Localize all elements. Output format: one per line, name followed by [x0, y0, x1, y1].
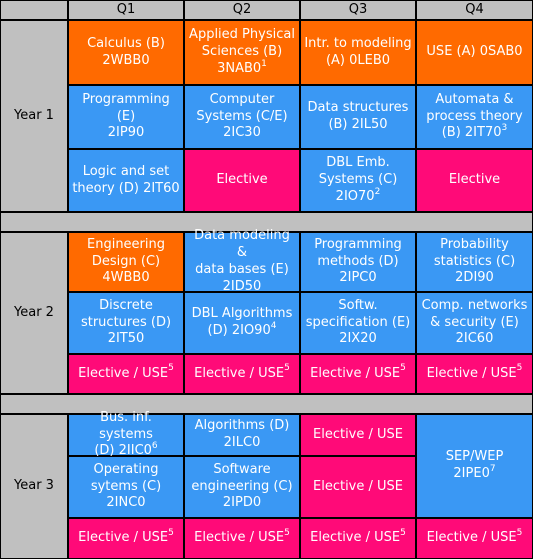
year-1-label: Year 1 — [1, 21, 67, 211]
course-label: Elective / USE5 — [426, 363, 523, 381]
footnote-marker: 5 — [516, 363, 523, 374]
course-cell-y2-q3-r1: Programming methods (D) 2IPC0 — [301, 233, 415, 291]
course-cell-y1-q2-r2: Computer Systems (C/E) 2IC30 — [185, 86, 299, 148]
course-label: Programming methods (D) 2IPC0 — [314, 236, 402, 286]
course-label: Elective — [216, 172, 268, 188]
course-cell-y1-q1-r1: Calculus (B) 2WBB0 — [69, 21, 183, 84]
course-label: Algorithms (D) 2ILC0 — [194, 418, 290, 450]
course-cell-y1-q2-r1: Applied Physical Sciences (B) 3NAB01 — [185, 21, 299, 84]
course-label: Elective / USE5 — [310, 363, 406, 381]
header-q4: Q4 — [417, 1, 532, 19]
course-label: Data structures (B) 2IL50 — [307, 100, 409, 132]
footnote-marker: 5 — [168, 363, 174, 374]
course-label: Logic and set theory (D) 2IT60 — [72, 163, 180, 196]
course-label: Elective / USE5 — [310, 527, 406, 546]
course-cell-y3-q3-r1: Elective / USE — [301, 415, 415, 455]
course-label: Applied Physical Sciences (B) 3NAB01 — [189, 27, 295, 76]
course-cell-y1-q3-r2: Data structures (B) 2IL50 — [301, 86, 415, 148]
footnote-marker: 5 — [400, 363, 406, 374]
course-label: Discrete structures (D) 2IT50 — [80, 297, 172, 347]
header-q1: Q1 — [69, 1, 183, 19]
course-cell-y1-q2-r3: Elective — [185, 150, 299, 211]
course-cell-y1-q3-r3: DBL Emb. Systems (C) 2IO702 — [301, 150, 415, 211]
footnote-marker: 2 — [374, 186, 381, 197]
course-label: Computer Systems (C/E) 2IC30 — [196, 91, 288, 141]
course-cell-y2-q1-r2: Discrete structures (D) 2IT50 — [69, 293, 183, 353]
course-cell-y2-q3-r2: Softw. specification (E) 2IX20 — [301, 293, 415, 353]
header-corner — [1, 1, 67, 19]
footnote-marker: 5 — [284, 527, 290, 538]
course-cell-y1-q4-r3: Elective — [417, 150, 532, 211]
course-label: Elective / USE5 — [194, 363, 290, 381]
course-label: Bus. inf. systems (D) 2IIC06 — [94, 409, 158, 459]
course-cell-y2-q4-r1: Probability statistics (C) 2DI90 — [417, 233, 532, 291]
course-label: Intr. to modeling (A) 0LEB0 — [304, 35, 412, 68]
course-label: DBL Emb. Systems (C) 2IO702 — [318, 155, 398, 204]
course-cell-y3-q2-r3: Elective / USE5 — [185, 519, 299, 558]
course-label: Elective / USE5 — [78, 527, 174, 546]
course-label: Elective / USE — [313, 426, 403, 442]
course-cell-y1-q1-r3: Logic and set theory (D) 2IT60 — [69, 150, 183, 211]
course-label: Elective / USE5 — [78, 363, 174, 381]
course-label: Elective / USE5 — [426, 527, 523, 546]
course-cell-y3-q1-r2: Operating sytems (C) 2INC0 — [69, 457, 183, 517]
course-cell-y3-q4-r3: Elective / USE5 — [417, 519, 532, 558]
header-q3: Q3 — [301, 1, 415, 19]
footnote-marker: 4 — [270, 320, 277, 331]
course-cell-y3-q2-r2: Software engineering (C) 2IPD0 — [185, 457, 299, 517]
spacer-row-2 — [1, 395, 532, 413]
year-3-label: Year 3 — [1, 415, 67, 558]
footnote-marker: 5 — [400, 527, 406, 538]
course-cell-y3-q3-r2: Elective / USE — [301, 457, 415, 517]
course-cell-y1-q3-r1: Intr. to modeling (A) 0LEB0 — [301, 21, 415, 84]
course-label: SEP/WEP 2IPE07 — [445, 449, 504, 481]
course-cell-y3-q3-r3: Elective / USE5 — [301, 519, 415, 558]
course-label: Automata & process theory (B) 2IT703 — [426, 91, 523, 141]
course-cell-y2-q3-r3: Elective / USE5 — [301, 355, 415, 393]
course-cell-y3-q1-r3: Elective / USE5 — [69, 519, 183, 558]
course-cell-y1-q4-r1: USE (A) 0SAB0 — [417, 21, 532, 84]
course-label: Software engineering (C) 2IPD0 — [191, 461, 293, 511]
course-label: Elective / USE — [313, 478, 403, 494]
course-cell-y2-q1-r1: Engineering Design (C) 4WBB0 — [69, 233, 183, 291]
course-label: Comp. networks & security (E) 2IC60 — [421, 297, 528, 347]
course-label: Programming (E) 2IP90 — [82, 91, 170, 141]
footnote-marker: 1 — [261, 58, 267, 69]
footnote-marker: 6 — [151, 441, 158, 452]
course-label: Operating sytems (C) 2INC0 — [90, 461, 162, 511]
footnote-marker: 5 — [516, 527, 523, 538]
course-label: USE (A) 0SAB0 — [426, 44, 523, 60]
course-label: Probability statistics (C) 2DI90 — [433, 236, 516, 286]
course-cell-y3-q4-r12: SEP/WEP 2IPE07 — [417, 415, 532, 517]
course-label: Calculus (B) 2WBB0 — [87, 35, 165, 68]
footnote-marker: 7 — [489, 463, 496, 474]
header-q2: Q2 — [185, 1, 299, 19]
course-cell-y2-q2-r1: Data modeling & data bases (E) 2ID50 — [185, 228, 299, 294]
footnote-marker: 5 — [168, 527, 174, 538]
footnote-marker: 3 — [501, 123, 508, 134]
course-label: Data modeling & data bases (E) 2ID50 — [194, 228, 290, 294]
year-2-label: Year 2 — [1, 233, 67, 393]
course-label: Engineering Design (C) 4WBB0 — [87, 236, 165, 286]
course-label: Elective — [448, 172, 501, 188]
spacer-row-1 — [1, 213, 532, 231]
course-cell-y2-q1-r3: Elective / USE5 — [69, 355, 183, 393]
course-cell-y2-q4-r3: Elective / USE5 — [417, 355, 532, 393]
course-cell-y1-q4-r2: Automata & process theory (B) 2IT703 — [417, 86, 532, 148]
course-cell-y2-q2-r3: Elective / USE5 — [185, 355, 299, 393]
course-cell-y3-q1-r1: Bus. inf. systems (D) 2IIC06 — [69, 410, 183, 458]
course-label: Elective / USE5 — [194, 527, 290, 546]
course-cell-y3-q2-r1: Algorithms (D) 2ILC0 — [185, 415, 299, 455]
course-cell-y1-q1-r2: Programming (E) 2IP90 — [69, 86, 183, 148]
course-label: DBL Algorithms (D) 2IO904 — [191, 306, 293, 338]
footnote-marker: 5 — [284, 363, 290, 374]
course-cell-y2-q4-r2: Comp. networks & security (E) 2IC60 — [417, 293, 532, 353]
course-label: Softw. specification (E) 2IX20 — [305, 297, 411, 347]
course-cell-y2-q2-r2: DBL Algorithms (D) 2IO904 — [185, 293, 299, 353]
